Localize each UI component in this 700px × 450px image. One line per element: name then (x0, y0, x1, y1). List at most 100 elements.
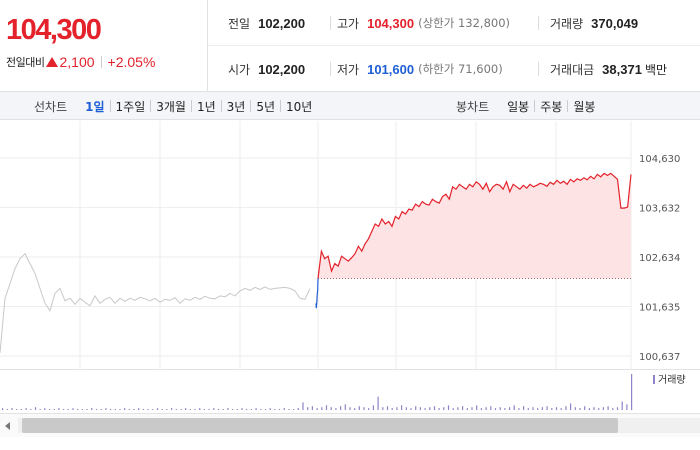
volume-bar (485, 407, 487, 410)
lower-limit: (하한가 71,600) (418, 62, 503, 76)
volume-bar (386, 406, 389, 410)
volume-bar (222, 409, 224, 410)
low-stat: 저가 101,600 (하한가 71,600) (337, 46, 503, 92)
volume-bar (307, 407, 309, 410)
prev-close-stat: 전일 102,200 (228, 0, 305, 46)
series-below-base (315, 278, 319, 309)
series-prev-day (0, 252, 311, 353)
period-1y[interactable]: 1년 (196, 99, 216, 114)
scroll-track[interactable] (18, 418, 700, 433)
volume-legend-label: 거래량 (658, 374, 686, 386)
divider (280, 100, 282, 112)
volume-bar (377, 396, 379, 410)
stat-row-2: 시가 102,200 저가 101,600 (하한가 71,600) 거래대금 … (208, 46, 700, 92)
volume-bar (274, 409, 276, 410)
volume-bar (372, 405, 374, 410)
volume-bar (11, 408, 13, 410)
candle-chart-periods: 봉차트 일봉 주봉 월봉 (456, 92, 600, 120)
volume-bar (142, 409, 144, 410)
upper-limit: (상한가 132,800) (418, 16, 511, 30)
amount-label: 거래대금 (550, 62, 595, 77)
volume-bar (321, 407, 323, 410)
volume-bar (621, 401, 623, 410)
volume-bar (255, 408, 257, 410)
chart-scroller (0, 413, 700, 437)
volume-bar (175, 409, 177, 410)
line-chart-periods: 선차트 1일 1주일 3개월 1년 3년 5년 10년 (34, 92, 317, 120)
volume-bar (203, 409, 205, 410)
volume-stat: 거래량 370,049 (550, 0, 638, 46)
volume-bar (30, 409, 32, 410)
period-5y[interactable]: 5년 (256, 99, 276, 114)
volume-bar (363, 407, 365, 410)
candle-weekly[interactable]: 주봉 (540, 99, 563, 114)
divider (538, 62, 539, 76)
volume-bar (391, 408, 393, 410)
volume-bar (34, 407, 37, 410)
prev-close-value: 102,200 (258, 15, 306, 31)
y-tick-label: 104,630 (639, 154, 680, 165)
line-chart-title: 선차트 (34, 99, 68, 114)
prev-close-label: 전일 (228, 16, 251, 31)
scroll-left-icon[interactable] (5, 422, 10, 430)
candle-daily[interactable]: 일봉 (507, 99, 530, 114)
volume-bar (278, 409, 281, 410)
volume-bar (588, 408, 590, 410)
volume-bar (593, 407, 595, 410)
volume-bar (471, 407, 473, 410)
change-percent: +2.05% (107, 54, 156, 70)
volume-bar (466, 408, 468, 410)
volume-bar (152, 409, 154, 410)
volume-bar (6, 409, 8, 410)
volume-bar (119, 409, 121, 410)
volume-bar (602, 407, 604, 410)
candle-chart-title: 봉차트 (456, 99, 490, 114)
period-3y[interactable]: 3년 (226, 99, 246, 114)
volume-bar (518, 408, 520, 410)
volume-bar (494, 408, 497, 410)
volume-bar (344, 404, 346, 410)
up-arrow-icon (46, 57, 59, 67)
divider (538, 16, 539, 30)
volume-bar (396, 407, 398, 410)
volume-bar (81, 409, 83, 410)
y-tick-label: 103,632 (639, 203, 680, 214)
volume-bar (598, 408, 600, 410)
current-price: 104,300 (6, 14, 102, 46)
volume-bar (302, 402, 304, 410)
volume-bar (368, 408, 370, 410)
volume-bar (513, 405, 515, 410)
volume-bar (39, 409, 41, 410)
divider (100, 56, 102, 68)
volume-bar (297, 408, 299, 410)
volume-bar (584, 406, 586, 410)
series-today (317, 172, 632, 279)
volume-bar (232, 409, 234, 410)
volume-bar (579, 408, 581, 410)
volume-bar (490, 406, 492, 410)
divider (534, 100, 536, 112)
volume-bar (241, 408, 243, 410)
volume-bar (217, 409, 220, 410)
volume-bar (410, 408, 412, 410)
volume-bar (612, 408, 614, 410)
volume-bar (405, 407, 407, 410)
volume-bar (283, 408, 285, 410)
volume-bar (293, 409, 295, 410)
period-10y[interactable]: 10년 (286, 99, 313, 114)
volume-bar (124, 408, 126, 410)
period-3m[interactable]: 3개월 (156, 99, 186, 114)
volume-bar (574, 407, 576, 410)
volume-bar (555, 407, 558, 410)
divider (330, 16, 331, 30)
candle-monthly[interactable]: 월봉 (573, 99, 596, 114)
volume-bar (570, 403, 572, 410)
scroll-thumb[interactable] (22, 418, 618, 433)
volume-bar (227, 408, 229, 410)
divider (567, 100, 569, 112)
divider (109, 100, 111, 112)
volume-bar (354, 408, 356, 410)
period-1w[interactable]: 1주일 (115, 99, 146, 114)
volume-bar (607, 406, 609, 410)
period-1d[interactable]: 1일 (85, 99, 105, 114)
